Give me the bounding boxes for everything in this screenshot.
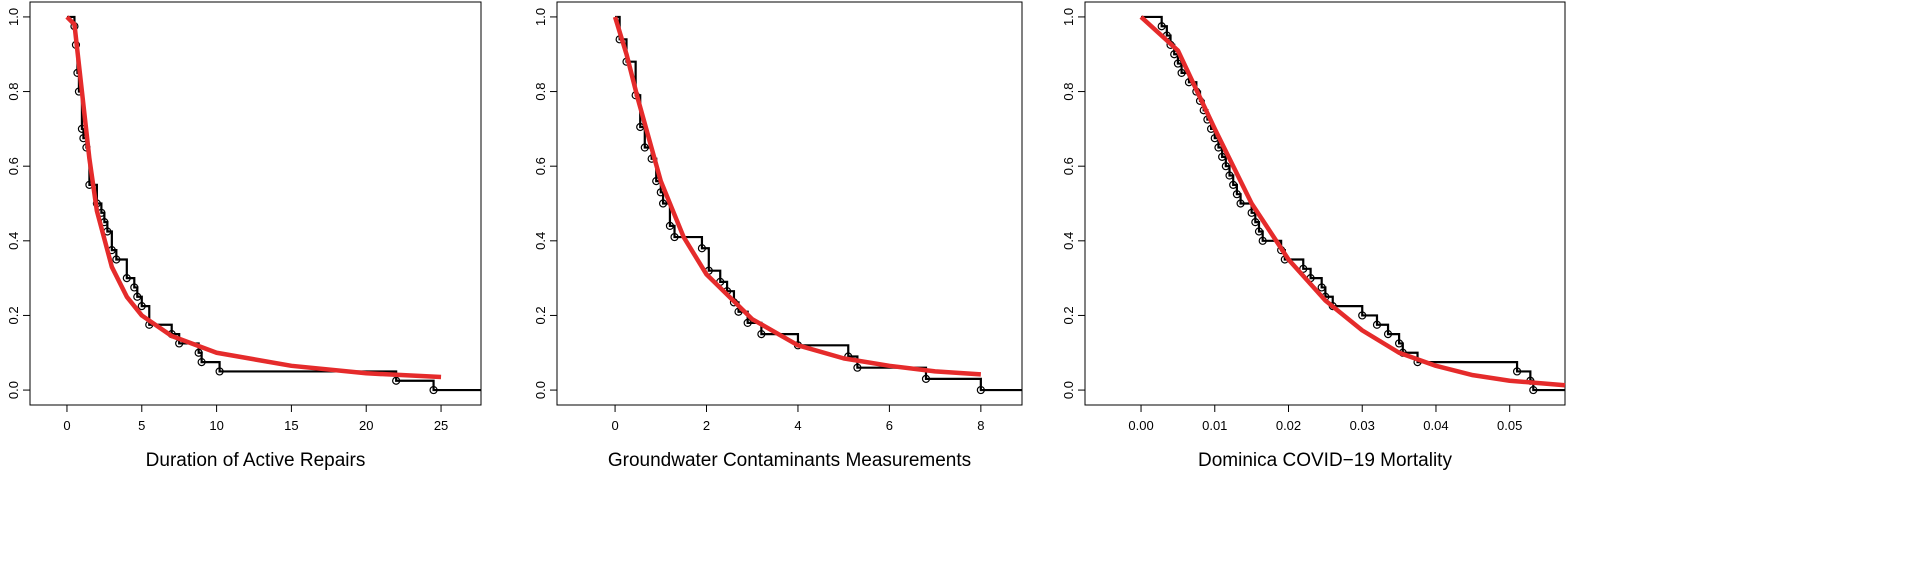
event-marker (133, 292, 142, 301)
event-marker (122, 274, 131, 283)
y-tick-label: 0.0 (1061, 381, 1076, 399)
fitted-curve (1139, 15, 1566, 388)
event-marker (197, 357, 206, 367)
km-step (615, 15, 1022, 392)
event-marker (392, 376, 401, 385)
y-tick-label: 1.0 (1061, 8, 1076, 26)
panel: 0.00 0.01 0.02 0.03 0.04 0.05 0.0 0.2 0.4 0.6 0.8 1… (1061, 1, 1566, 471)
km-step (66, 15, 481, 392)
fitted-curve (65, 15, 442, 380)
event-marker (665, 221, 675, 230)
event-marker (1529, 385, 1538, 395)
x-tick-label: 2 (703, 418, 710, 433)
event-marker (1317, 283, 1326, 292)
event-marker (137, 302, 146, 311)
fitted-curve (612, 16, 981, 377)
event-marker (1372, 320, 1382, 329)
x-axis-label: Dominica COVID−19 Mortality (1198, 450, 1452, 471)
x-tick-label: 6 (886, 418, 893, 433)
event-marker (976, 385, 985, 395)
event-marker (1232, 190, 1241, 199)
event-marker (1358, 311, 1367, 320)
y-tick-label: 0.6 (6, 157, 21, 175)
event-marker (130, 283, 139, 292)
event-marker (1236, 199, 1245, 208)
panel: 0 2 4 6 8 0.0 0.2 0.4 0.6 0.8 1.0 Groundwater Conta… (533, 1, 1023, 471)
y-tick-label: 0.6 (1061, 157, 1076, 175)
y-tick-label: 0.2 (533, 306, 548, 324)
y-tick-label: 0.2 (6, 306, 21, 324)
event-marker (1177, 68, 1186, 77)
y-tick-label: 0.8 (533, 83, 548, 101)
y-tick-label: 0.4 (6, 232, 21, 250)
panel: 0 5 10 15 20 25 0.0 0.2 0.4 0.6 0.8 1.0 Duration of … (6, 1, 482, 471)
x-tick-label: 4 (794, 418, 801, 433)
y-tick-label: 0.2 (1061, 306, 1076, 324)
x-tick-label: 0.03 (1350, 418, 1375, 433)
event-marker (194, 348, 203, 357)
event-marker (1218, 152, 1227, 161)
event-marker (1251, 218, 1260, 227)
event-marker (1512, 367, 1522, 376)
y-tick-label: 0.8 (6, 83, 21, 101)
event-marker (112, 255, 121, 264)
x-tick-label: 0.00 (1128, 418, 1153, 433)
plot-frame (1084, 1, 1566, 406)
x-tick-label: 0.01 (1202, 418, 1227, 433)
y-tick-label: 0.0 (533, 381, 548, 399)
event-marker (640, 143, 649, 152)
y-tick-label: 0.4 (1061, 232, 1076, 250)
x-tick-label: 8 (977, 418, 984, 433)
event-marker (697, 244, 707, 253)
y-tick-label: 1.0 (533, 8, 548, 26)
x-tick-label: 0 (611, 418, 618, 433)
event-marker (1225, 171, 1234, 180)
event-marker (1157, 22, 1166, 31)
event-marker (921, 374, 931, 383)
event-marker (743, 318, 752, 328)
y-tick-label: 0.6 (533, 157, 548, 175)
x-tick-label: 15 (284, 418, 298, 433)
x-axis-label: Duration of Active Repairs (146, 450, 366, 471)
x-tick-label: 0 (63, 418, 70, 433)
event-marker (1383, 330, 1393, 339)
event-marker (658, 199, 668, 208)
x-tick-label: 20 (359, 418, 373, 433)
y-tick-label: 0.8 (1061, 83, 1076, 101)
x-tick-label: 5 (138, 418, 145, 433)
event-marker (1173, 59, 1183, 68)
x-tick-label: 0.05 (1497, 418, 1522, 433)
event-marker (429, 385, 438, 395)
event-marker (215, 367, 224, 376)
event-marker (1254, 227, 1264, 236)
x-axis-label: Groundwater Contaminants Measurements (608, 450, 971, 471)
event-marker (670, 232, 679, 242)
y-tick-label: 1.0 (6, 8, 21, 26)
event-marker (853, 363, 862, 372)
event-marker (1258, 236, 1267, 245)
km-step (1141, 15, 1565, 392)
event-marker (1229, 180, 1238, 189)
y-tick-label: 0.4 (533, 232, 548, 250)
y-tick-label: 0.0 (6, 381, 21, 399)
event-marker (1395, 339, 1404, 348)
x-tick-label: 0.02 (1276, 418, 1301, 433)
event-marker (1221, 162, 1230, 171)
event-marker (757, 330, 766, 339)
x-tick-label: 10 (209, 418, 223, 433)
x-tick-label: 25 (434, 418, 448, 433)
x-tick-label: 0.04 (1423, 418, 1448, 433)
